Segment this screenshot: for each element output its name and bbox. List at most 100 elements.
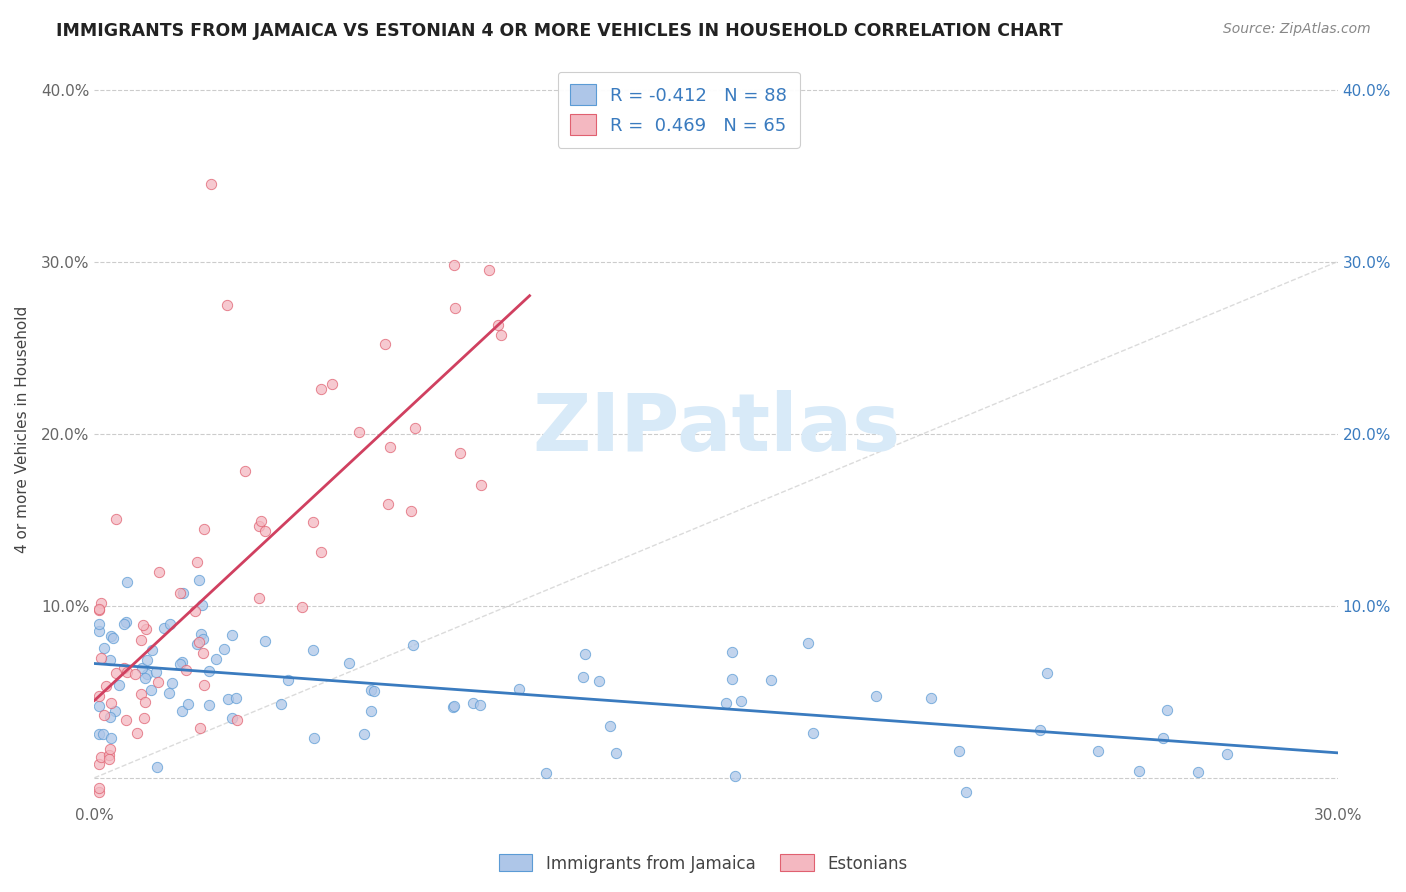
Point: [920, 690, 942, 705]
Point: [188, 721, 211, 735]
Point: [104, 666, 127, 681]
Point: [186, 637, 208, 651]
Point: [172, 705, 194, 719]
Legend: R = -0.412   N = 88, R =  0.469   N = 65: R = -0.412 N = 88, R = 0.469 N = 65: [558, 71, 800, 148]
Point: [98, 653, 121, 667]
Point: [217, 692, 239, 706]
Point: [461, 696, 484, 710]
Point: [112, 660, 135, 674]
Point: [720, 672, 742, 686]
Point: [87, 726, 110, 740]
Point: [162, 676, 184, 690]
Point: [87, 617, 110, 632]
Point: [98, 747, 121, 762]
Point: [1156, 703, 1178, 717]
Point: [94, 679, 117, 693]
Point: [443, 698, 465, 713]
Point: [489, 328, 512, 343]
Point: [93, 640, 115, 655]
Point: [233, 464, 256, 478]
Point: [470, 477, 492, 491]
Point: [191, 598, 214, 612]
Point: [191, 646, 214, 660]
Point: [129, 633, 152, 648]
Point: [349, 425, 371, 439]
Point: [183, 604, 205, 618]
Point: [443, 258, 465, 272]
Point: [98, 752, 121, 766]
Point: [87, 603, 110, 617]
Point: [141, 643, 163, 657]
Point: [93, 707, 115, 722]
Point: [90, 596, 112, 610]
Point: [353, 727, 375, 741]
Point: [172, 655, 194, 669]
Point: [721, 644, 744, 658]
Point: [212, 642, 235, 657]
Point: [135, 622, 157, 636]
Point: [135, 653, 157, 667]
Point: [221, 628, 243, 642]
Point: [605, 747, 627, 761]
Point: [302, 515, 325, 529]
Point: [91, 727, 114, 741]
Point: [796, 636, 818, 650]
Point: [1029, 723, 1052, 737]
Point: [221, 711, 243, 725]
Point: [87, 757, 110, 772]
Point: [198, 698, 221, 712]
Point: [309, 382, 332, 396]
Point: [1128, 764, 1150, 778]
Point: [200, 177, 222, 191]
Point: [378, 440, 401, 454]
Point: [186, 555, 208, 569]
Point: [730, 694, 752, 708]
Point: [486, 318, 509, 332]
Point: [247, 519, 270, 533]
Point: [1216, 747, 1239, 761]
Point: [90, 750, 112, 764]
Point: [1187, 764, 1209, 779]
Point: [90, 650, 112, 665]
Point: [449, 445, 471, 459]
Point: [135, 667, 157, 681]
Point: [139, 683, 162, 698]
Point: [190, 627, 212, 641]
Point: [478, 262, 501, 277]
Point: [159, 616, 181, 631]
Point: [444, 301, 467, 315]
Point: [100, 629, 122, 643]
Point: [87, 602, 110, 616]
Point: [714, 696, 737, 710]
Point: [145, 665, 167, 679]
Text: ZIPatlas: ZIPatlas: [531, 391, 900, 468]
Point: [187, 635, 209, 649]
Point: [309, 545, 332, 559]
Point: [948, 744, 970, 758]
Point: [337, 656, 360, 670]
Point: [112, 617, 135, 632]
Point: [508, 681, 530, 696]
Point: [131, 661, 153, 675]
Point: [374, 337, 396, 351]
Point: [105, 512, 128, 526]
Point: [399, 504, 422, 518]
Point: [217, 298, 239, 312]
Point: [117, 665, 139, 680]
Point: [363, 683, 385, 698]
Legend: Immigrants from Jamaica, Estonians: Immigrants from Jamaica, Estonians: [492, 847, 914, 880]
Point: [470, 698, 492, 712]
Point: [169, 586, 191, 600]
Point: [291, 599, 314, 614]
Point: [761, 673, 783, 687]
Point: [599, 719, 621, 733]
Point: [225, 713, 247, 727]
Point: [801, 725, 824, 739]
Point: [172, 586, 194, 600]
Point: [89, 781, 111, 796]
Text: Source: ZipAtlas.com: Source: ZipAtlas.com: [1223, 22, 1371, 37]
Point: [250, 514, 273, 528]
Point: [103, 631, 125, 645]
Point: [304, 731, 326, 745]
Point: [321, 377, 343, 392]
